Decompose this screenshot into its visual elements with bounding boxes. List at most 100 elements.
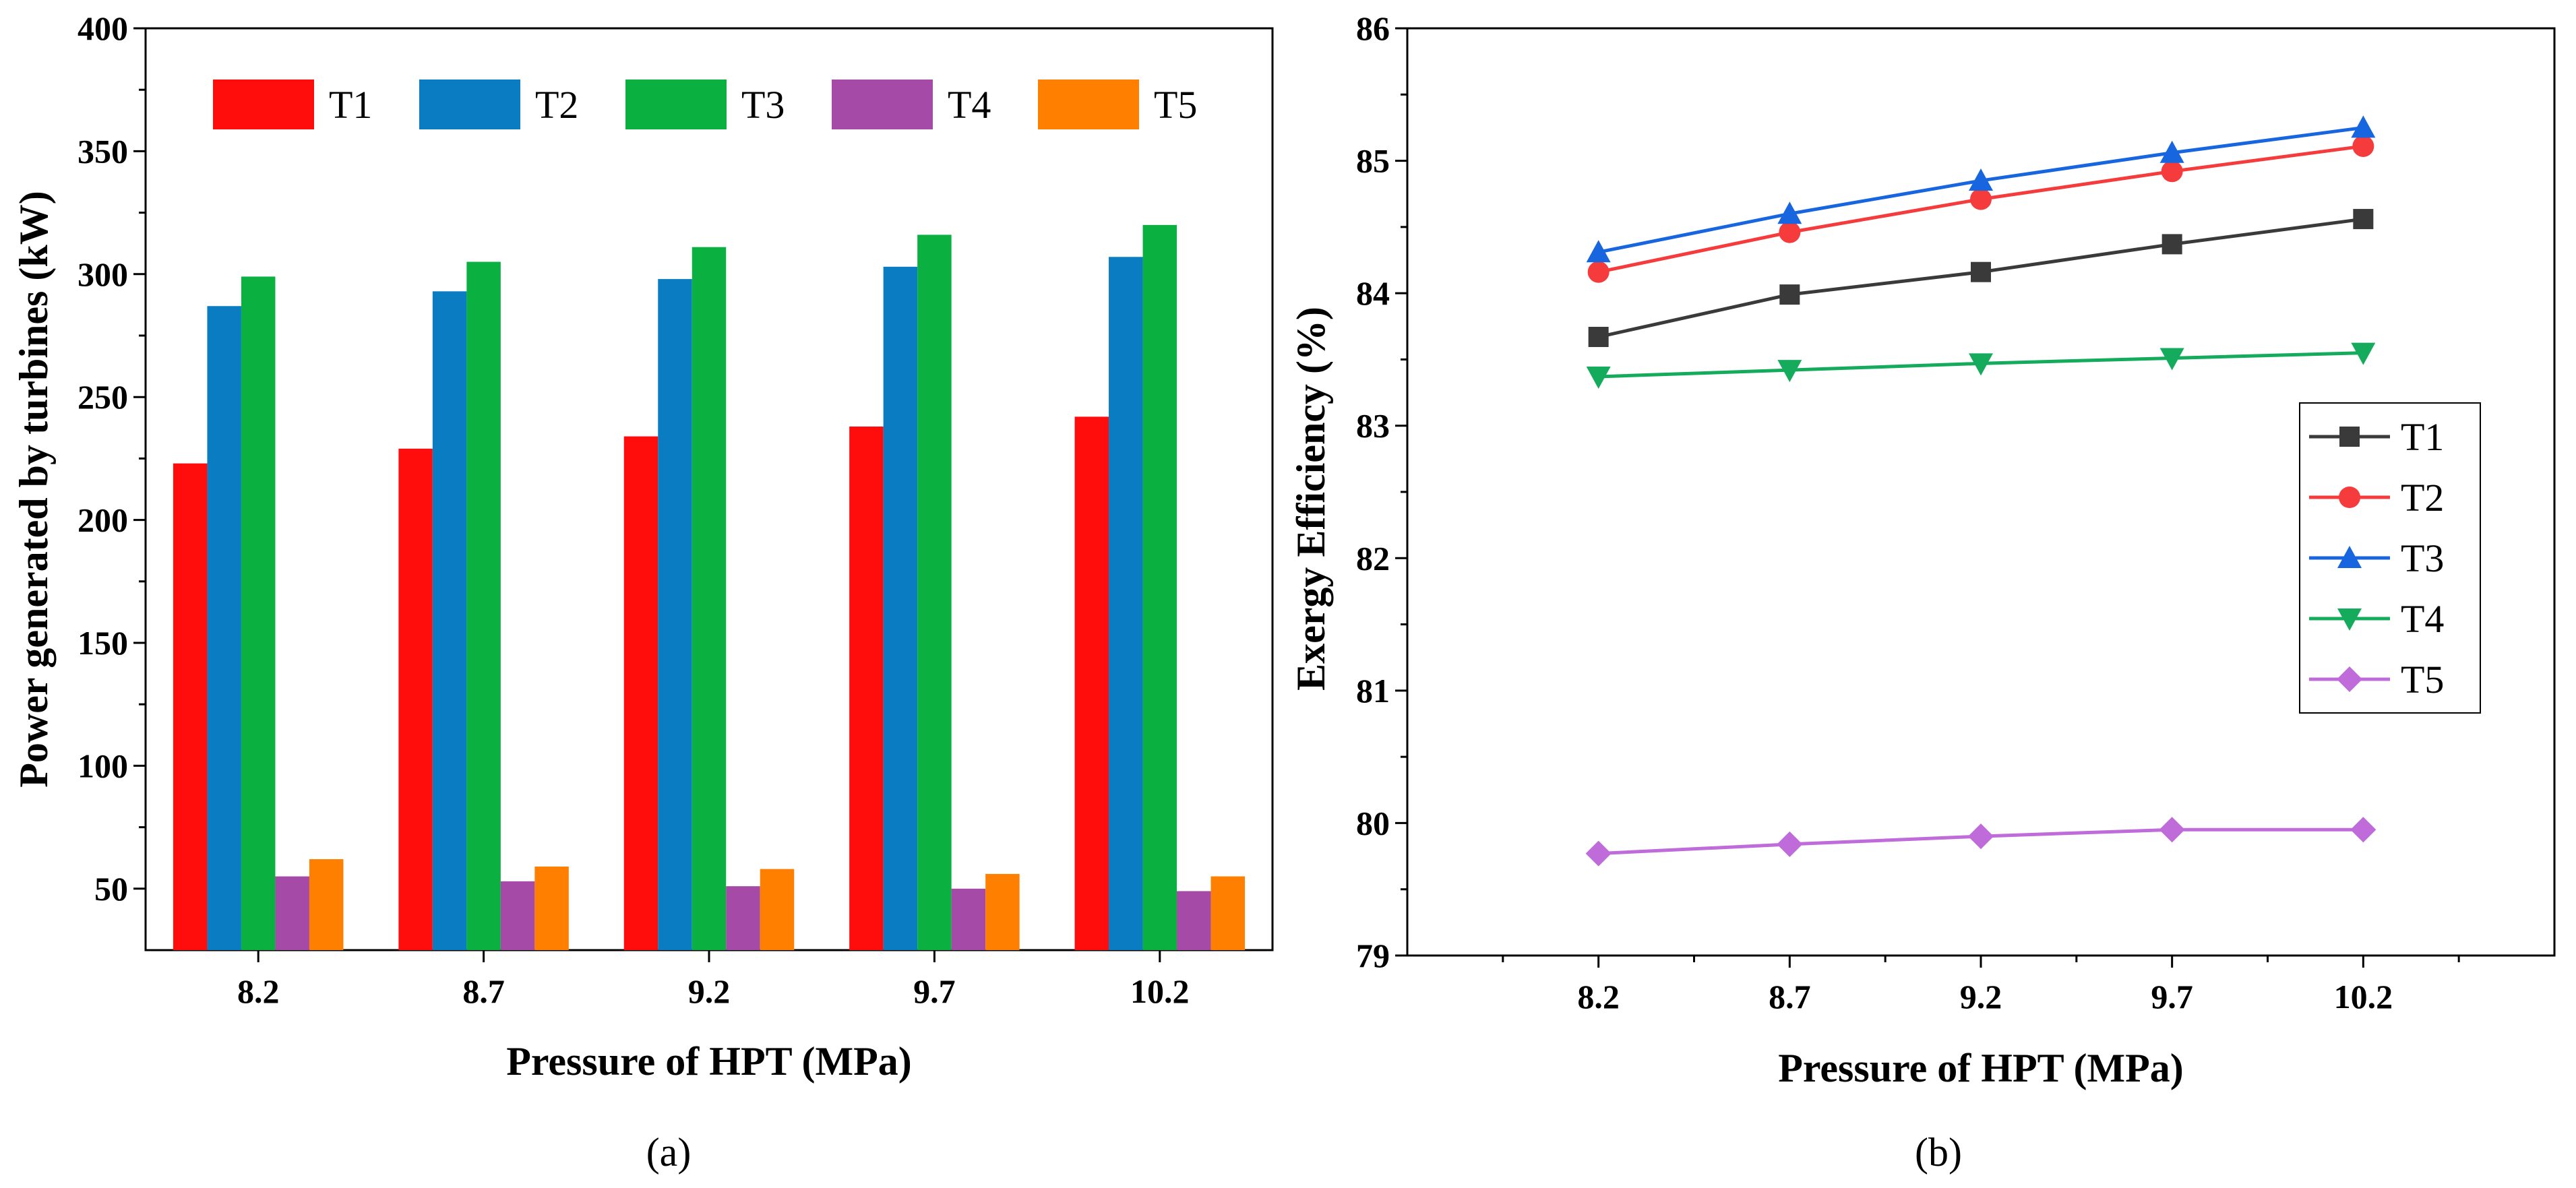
bar-T5-9.2 bbox=[760, 869, 795, 950]
bar-T5-9.7 bbox=[985, 873, 1020, 950]
point-T3-8.7 bbox=[1777, 201, 1802, 224]
point-T1-9.2 bbox=[1971, 261, 1991, 282]
legend-label-T1: T1 bbox=[2401, 415, 2444, 459]
legend-marker-T1 bbox=[2339, 427, 2360, 447]
point-T5-9.7 bbox=[2159, 817, 2185, 843]
x-tick-label: 8.2 bbox=[237, 972, 280, 1010]
y-tick-label: 79 bbox=[1356, 937, 1390, 974]
bar-T3-10.2 bbox=[1142, 224, 1177, 951]
x-tick-label: 9.7 bbox=[913, 972, 956, 1010]
point-T2-9.2 bbox=[1970, 188, 1992, 210]
y-tick-label: 50 bbox=[94, 870, 128, 908]
x-tick-label: 8.7 bbox=[462, 972, 505, 1010]
legend-label-T2: T2 bbox=[2401, 476, 2444, 520]
y-axis-label: Exergy Efficiency (%) bbox=[1289, 307, 1333, 691]
y-tick-label: 83 bbox=[1356, 407, 1390, 445]
legend-label-T1: T1 bbox=[329, 83, 372, 127]
point-T3-9.2 bbox=[1969, 168, 1993, 191]
point-T2-10.2 bbox=[2352, 135, 2374, 157]
point-T4-10.2 bbox=[2351, 342, 2376, 365]
point-T3-8.2 bbox=[1586, 240, 1611, 263]
point-T1-10.2 bbox=[2353, 209, 2374, 230]
bar-T4-9.7 bbox=[951, 888, 986, 950]
y-tick-label: 82 bbox=[1356, 539, 1390, 577]
x-tick-label: 9.7 bbox=[2151, 978, 2193, 1015]
y-tick-label: 150 bbox=[78, 624, 128, 662]
point-T5-10.2 bbox=[2350, 817, 2376, 843]
y-tick-label: 81 bbox=[1356, 672, 1390, 710]
bar-T4-8.2 bbox=[275, 876, 309, 950]
bar-T2-8.2 bbox=[207, 306, 241, 950]
legend-swatch-T3 bbox=[625, 80, 727, 129]
bar-T1-8.7 bbox=[398, 448, 433, 950]
x-tick-label: 10.2 bbox=[2334, 978, 2393, 1015]
bar-T1-9.2 bbox=[623, 436, 658, 950]
bar-T2-9.7 bbox=[883, 266, 918, 951]
line-chart-panel: 79 80 81 82 83 84 85 86 8.2 8.7 9.2 9.7 10.2 T1 T2 T3 T4… bbox=[1289, 9, 2556, 1175]
point-T4-9.2 bbox=[1969, 353, 1993, 376]
point-T1-8.7 bbox=[1779, 284, 1800, 305]
x-tick-label: 8.2 bbox=[1577, 978, 1620, 1015]
y-tick-label: 350 bbox=[78, 132, 128, 170]
y-tick-label: 400 bbox=[78, 9, 128, 47]
bar-T2-8.7 bbox=[432, 291, 467, 950]
legend-label-T2: T2 bbox=[535, 83, 578, 127]
legend-marker-T2 bbox=[2339, 487, 2360, 508]
legend-marker-T4 bbox=[2337, 608, 2362, 631]
bar-T5-8.2 bbox=[309, 859, 344, 950]
x-tick-label: 10.2 bbox=[1130, 972, 1190, 1010]
point-T2-8.2 bbox=[1587, 261, 1609, 283]
bar-T2-10.2 bbox=[1109, 257, 1143, 950]
legend-swatch-T2 bbox=[419, 80, 520, 129]
bar-T1-10.2 bbox=[1074, 416, 1109, 950]
bar-T2-9.2 bbox=[658, 279, 692, 950]
y-axis-label: Power generated by turbines (kW) bbox=[11, 191, 56, 787]
legend-label-T4: T4 bbox=[948, 83, 991, 127]
legend-swatch-T4 bbox=[832, 80, 933, 129]
bar-T4-9.2 bbox=[726, 886, 760, 950]
bar-T1-8.2 bbox=[173, 463, 208, 950]
x-tick-label: 9.2 bbox=[1960, 978, 2002, 1015]
y-tick-label: 84 bbox=[1356, 274, 1390, 312]
bar-T4-8.7 bbox=[500, 881, 535, 950]
y-tick-label: 100 bbox=[78, 747, 128, 784]
point-T1-8.2 bbox=[1588, 327, 1609, 348]
panel-label: (a) bbox=[646, 1130, 692, 1175]
point-T5-8.2 bbox=[1585, 840, 1612, 867]
x-axis-label: Pressure of HPT (MPa) bbox=[506, 1039, 912, 1084]
point-T1-9.7 bbox=[2161, 234, 2182, 255]
y-tick-label: 250 bbox=[78, 378, 128, 416]
bar-T5-10.2 bbox=[1210, 876, 1246, 950]
point-T5-8.7 bbox=[1777, 831, 1803, 857]
legend-marker-T3 bbox=[2337, 546, 2362, 568]
point-T2-8.7 bbox=[1779, 221, 1801, 243]
y-tick-label: 85 bbox=[1356, 142, 1390, 180]
bar-T3-9.2 bbox=[692, 247, 727, 950]
y-tick-label: 200 bbox=[78, 501, 128, 539]
legend-marker-T5 bbox=[2337, 666, 2362, 692]
y-tick-label: 86 bbox=[1356, 9, 1390, 47]
point-T4-8.7 bbox=[1777, 360, 1802, 383]
point-T3-9.7 bbox=[2159, 140, 2184, 163]
x-tick-label: 8.7 bbox=[1769, 978, 1811, 1015]
bar-chart-panel: 50 100 150 200 250 300 350 400 8.2 8.7 9.2 9.7 10.2 T… bbox=[11, 9, 1274, 1175]
legend-label-T5: T5 bbox=[2401, 658, 2444, 701]
point-T2-9.7 bbox=[2161, 160, 2183, 183]
bar-T5-8.7 bbox=[534, 866, 569, 950]
point-T5-9.2 bbox=[1968, 823, 1994, 850]
point-T4-9.7 bbox=[2159, 348, 2184, 371]
bar-T3-8.2 bbox=[241, 276, 276, 950]
bar-T4-10.2 bbox=[1177, 891, 1211, 950]
x-tick-label: 9.2 bbox=[688, 972, 731, 1010]
legend-label-T4: T4 bbox=[2401, 597, 2444, 641]
legend-swatch-T1 bbox=[213, 80, 314, 129]
legend-label-T3: T3 bbox=[741, 83, 785, 127]
point-T4-8.2 bbox=[1586, 366, 1611, 389]
legend-label-T5: T5 bbox=[1154, 83, 1197, 127]
x-axis-label: Pressure of HPT (MPa) bbox=[1778, 1046, 2184, 1090]
y-tick-label: 300 bbox=[78, 255, 128, 293]
panel-label: (b) bbox=[1915, 1130, 1962, 1175]
y-tick-label: 80 bbox=[1356, 804, 1390, 842]
point-T3-10.2 bbox=[2351, 115, 2376, 138]
